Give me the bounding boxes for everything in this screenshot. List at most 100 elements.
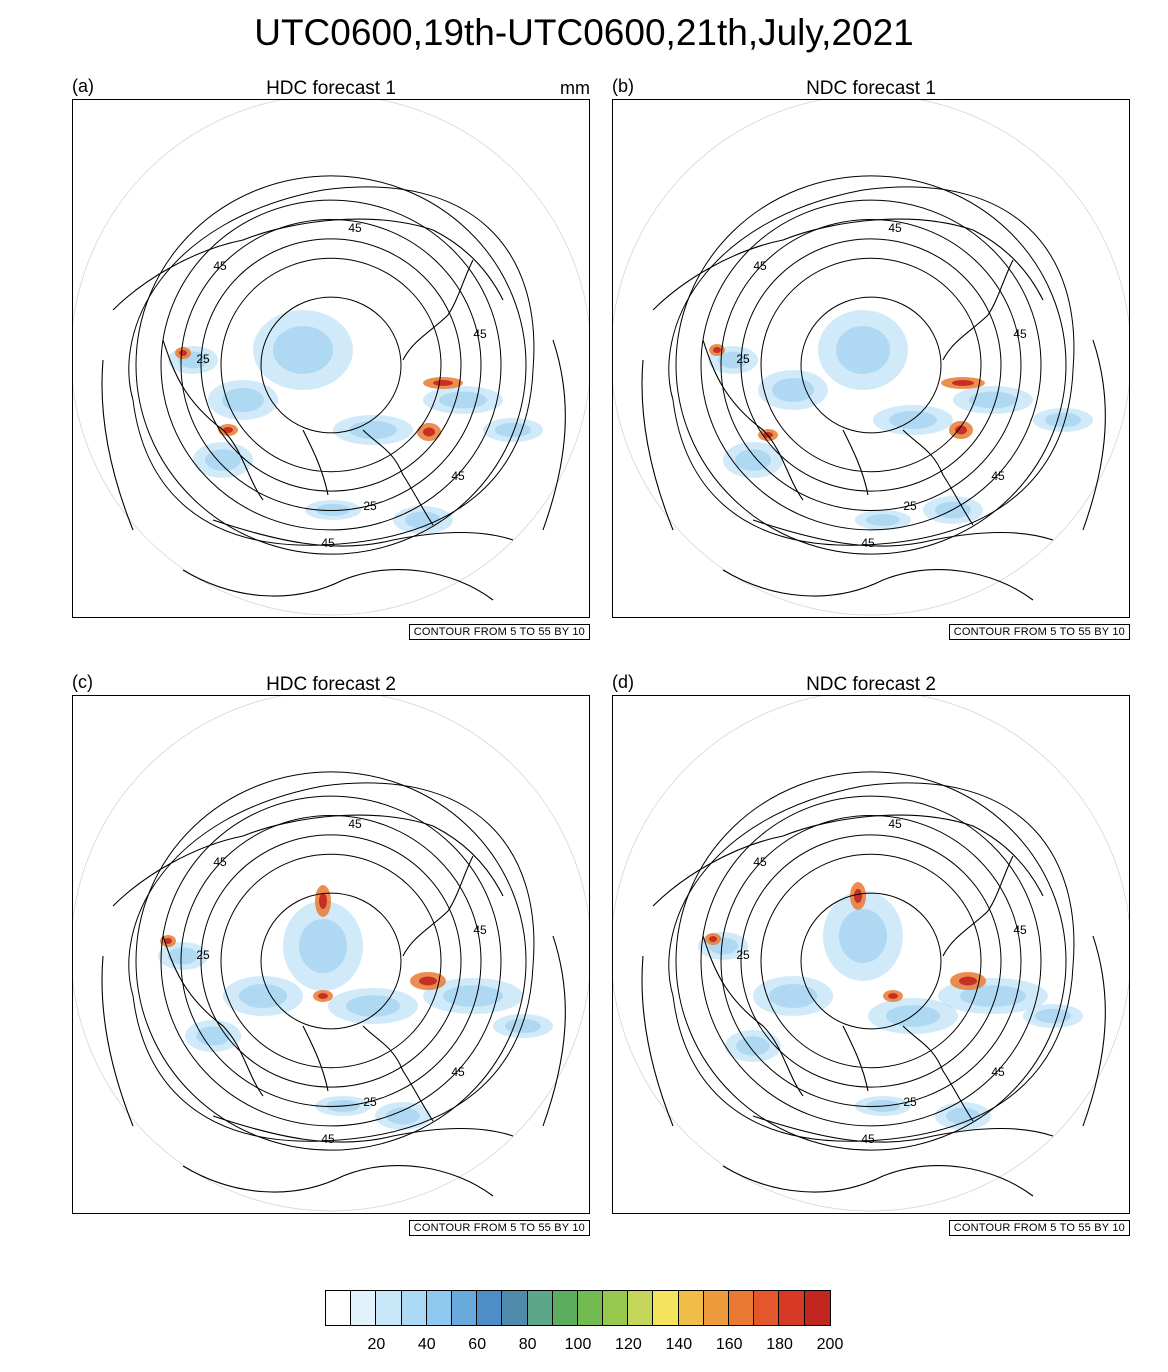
contour-label: 45 — [213, 855, 227, 869]
coastline — [902, 1025, 974, 1122]
contour-line — [128, 782, 535, 1142]
contour-line — [720, 815, 1022, 1107]
heavy-precip-core — [179, 350, 187, 356]
contour-label: 45 — [991, 1065, 1005, 1079]
coastline — [842, 1025, 869, 1092]
colorbar-box — [376, 1291, 402, 1325]
precip-area — [205, 449, 241, 471]
coastline — [182, 1165, 494, 1197]
colorbar-box — [729, 1291, 755, 1325]
contour-label: 25 — [736, 352, 750, 366]
contour-line — [720, 219, 1022, 511]
contour-line — [200, 238, 462, 492]
coastline — [212, 519, 514, 547]
colorbar-tick-label: 60 — [468, 1336, 487, 1353]
contour-line — [668, 782, 1075, 1142]
precip-area — [718, 351, 748, 369]
precip-area — [839, 909, 887, 963]
contour-line — [675, 175, 1067, 555]
colorbar-tick-label: 160 — [715, 1336, 743, 1353]
precip-area — [273, 326, 333, 374]
precip-area — [443, 985, 503, 1007]
coastline — [942, 855, 1014, 957]
colorbar-box — [779, 1291, 805, 1325]
contour-line — [160, 795, 502, 1127]
precip-area — [386, 1107, 420, 1125]
contour-line — [760, 853, 982, 1069]
heavy-precip-core — [959, 976, 977, 986]
panel-title: NDC forecast 2 — [806, 674, 936, 695]
colorbar-box — [552, 1291, 578, 1325]
coastline — [212, 1115, 514, 1143]
colorbar-box — [502, 1291, 528, 1325]
heavy-precip-core — [318, 993, 328, 999]
contour-line — [800, 296, 942, 434]
precip-area — [222, 388, 264, 412]
map-frame: 45 45 25 45 45 25 45 — [612, 99, 1130, 618]
colorbar-boxes — [325, 1290, 831, 1326]
precip-area — [866, 514, 900, 526]
coastline — [182, 569, 494, 601]
coastline — [402, 855, 474, 957]
precip-area — [405, 511, 441, 529]
colorbar-box — [451, 1291, 478, 1325]
precip-area — [239, 984, 287, 1008]
coastline — [641, 955, 674, 1127]
colorbar-tick-label: 40 — [417, 1336, 436, 1353]
colorbar-tick-label: 120 — [615, 1336, 642, 1353]
heavy-precip-core — [423, 427, 435, 437]
contour-line — [700, 795, 1042, 1127]
contour-label: 45 — [861, 1132, 875, 1146]
heavy-precip-core — [854, 889, 862, 903]
colorbar-tick-label: 140 — [665, 1336, 693, 1353]
contour-label: 25 — [903, 499, 917, 513]
map-frame: 45 45 25 45 45 25 45 — [612, 695, 1130, 1214]
contour-label: 25 — [903, 1095, 917, 1109]
colorbar-box — [754, 1291, 780, 1325]
contour-label: 45 — [991, 469, 1005, 483]
contour-line — [740, 238, 1002, 492]
coastline — [942, 259, 1014, 361]
heavy-precip-core — [433, 380, 453, 386]
precip-area — [772, 378, 814, 402]
contour-label: 45 — [753, 855, 767, 869]
contour-label: 45 — [753, 259, 767, 273]
contour-info-label: CONTOUR FROM 5 TO 55 BY 10 — [948, 624, 1130, 640]
contour-label: 45 — [348, 817, 362, 831]
coastline — [722, 569, 1034, 601]
colorbar-tick-label: 200 — [816, 1336, 844, 1353]
contour-line — [675, 771, 1067, 1151]
precip-area — [1045, 412, 1081, 428]
panel-letter: (c) — [72, 672, 93, 692]
contour-info-label: CONTOUR FROM 5 TO 55 BY 10 — [408, 624, 590, 640]
precip-area — [836, 326, 890, 374]
contour-label: 45 — [861, 536, 875, 550]
contour-line — [760, 257, 982, 473]
contour-label: 45 — [451, 469, 465, 483]
contour-label: 45 — [213, 259, 227, 273]
contour-line — [135, 175, 527, 555]
heavy-precip-core — [164, 938, 172, 944]
figure-title: UTC0600,19th-UTC0600,21th,July,2021 — [254, 12, 914, 53]
coastline — [162, 935, 264, 1097]
colorbar-box — [804, 1291, 830, 1325]
contour-line — [260, 296, 402, 434]
units-label: mm — [560, 78, 590, 98]
contour-line — [668, 186, 1075, 546]
precip-area — [735, 449, 771, 471]
contour-line — [260, 892, 402, 1030]
panel-title: NDC forecast 1 — [806, 78, 936, 99]
precip-area — [946, 1107, 980, 1125]
coastline — [101, 955, 134, 1127]
colorbar-box — [527, 1291, 553, 1325]
coastline — [402, 259, 474, 361]
colorbar: 20 40 60 80 100 120 140 160 180 200 — [325, 1290, 843, 1353]
precip-area — [168, 947, 198, 965]
heavy-precip-core — [419, 976, 437, 986]
panel-letter: (d) — [612, 672, 634, 692]
coastline — [101, 359, 134, 531]
panel-d: (d) NDC forecast 2 45 45 25 45 45 25 45 CONTOU… — [612, 672, 1130, 1236]
precip-area — [196, 1026, 230, 1046]
coastline — [542, 935, 566, 1127]
precip-area — [769, 984, 817, 1008]
